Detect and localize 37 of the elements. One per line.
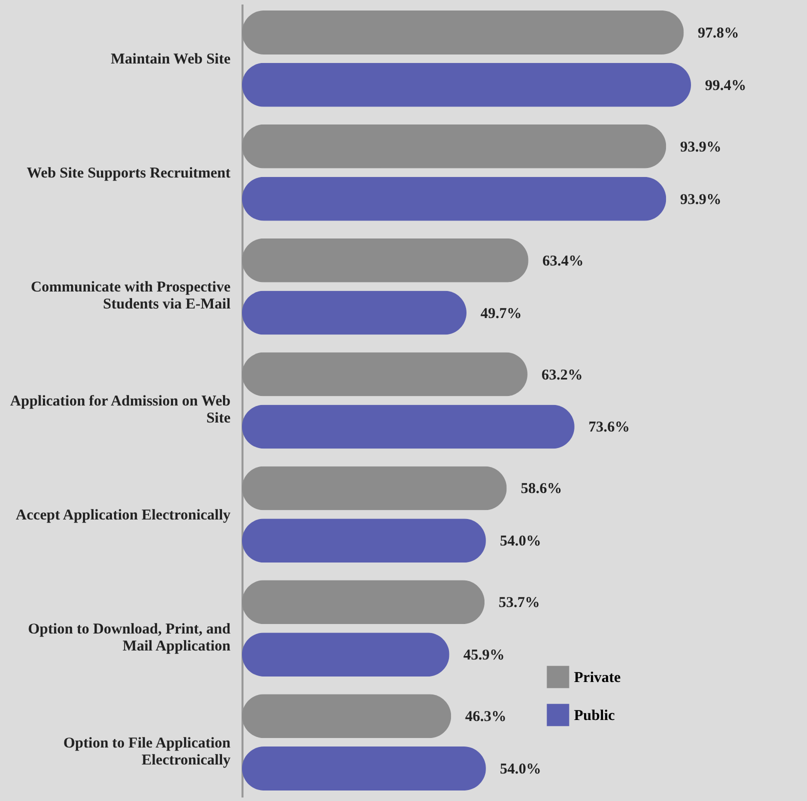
data-label: 97.8% — [698, 25, 740, 42]
data-label: 45.9% — [463, 648, 505, 664]
bar — [242, 10, 684, 54]
bar — [242, 352, 528, 396]
data-label: 46.3% — [465, 709, 506, 726]
y-tick-label: Application for Admission on Web Site — [10, 394, 231, 426]
bar — [242, 694, 452, 738]
data-label: 73.6% — [588, 420, 630, 436]
y-tick-label: Option to File Application Electronically — [63, 735, 232, 768]
bar — [242, 404, 574, 449]
bar — [242, 176, 666, 221]
bar — [242, 238, 528, 282]
data-label: 93.9% — [680, 139, 722, 156]
bar — [242, 632, 450, 677]
data-label: 54.0% — [500, 762, 542, 778]
data-label: 93.9% — [680, 192, 722, 208]
data-label: 63.4% — [542, 253, 584, 270]
data-label: 53.7% — [498, 595, 540, 612]
bar — [242, 518, 486, 563]
bar — [242, 746, 486, 791]
data-label: 99.4% — [705, 78, 746, 94]
y-tick-label: Option to Download, Print, and Mail Application — [28, 621, 232, 654]
bar — [242, 466, 507, 510]
bar — [242, 580, 485, 624]
y-tick-label: Accept Application Electronically — [16, 507, 231, 524]
data-label: 54.0% — [500, 534, 542, 550]
y-tick-label: Web Site Supports Recruitment — [26, 166, 230, 182]
legend-label: Public — [574, 708, 616, 724]
y-tick-label: Communicate with Prospective Students via E-Mail — [30, 280, 231, 313]
y-tick-label: Maintain Web Site — [110, 52, 231, 68]
bar — [242, 124, 666, 168]
data-label: 63.2% — [541, 367, 583, 384]
bar — [242, 62, 691, 107]
bar — [242, 290, 466, 335]
data-label: 58.6% — [520, 481, 562, 498]
legend-label: Private — [574, 670, 621, 686]
data-label: 49.7% — [480, 306, 522, 322]
